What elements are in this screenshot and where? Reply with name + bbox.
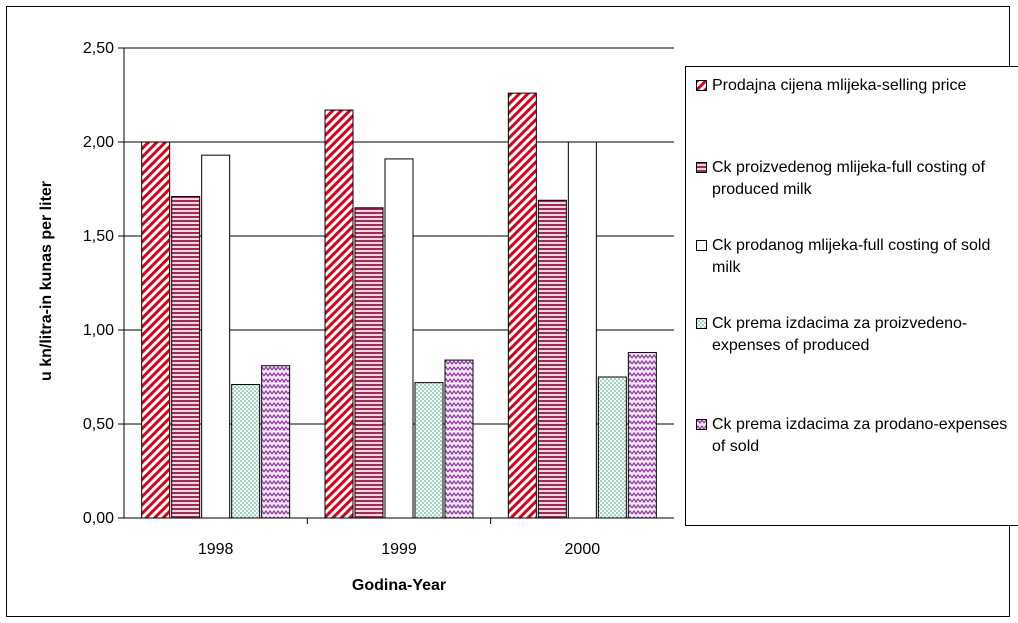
bar-1998-series-4	[231, 384, 261, 519]
axes	[118, 47, 674, 524]
y-tick-label: 1,00	[83, 322, 114, 339]
legend-label: Prodajna cijena mlijeka-selling price	[712, 77, 967, 94]
y-tick-label: 0,50	[83, 416, 114, 433]
tick-labels: 0,00 0,50 1,00 1,50 2,00 2,50 1998 1999 2000	[83, 40, 600, 558]
legend-swatch	[696, 318, 707, 329]
bar-1998-series-5	[261, 365, 291, 519]
legend-entry: Ck prema izdacima za prodano-expenses of…	[696, 414, 1008, 458]
bar-1998-series-1	[141, 141, 171, 519]
y-axis-title: u kn/litra-in kunas per liter	[38, 181, 55, 381]
legend-entry: Ck prodanog mlijeka-full costing of sold…	[696, 235, 1008, 279]
legend-label: Ck prema izdacima za proizvedeno-expense…	[712, 315, 968, 354]
legend-swatch	[696, 162, 707, 173]
bar-1999-series-4	[414, 382, 444, 519]
legend-entry: Ck proizvedenog mlijeka-full costing of …	[696, 157, 1008, 201]
bar-2000-series-5	[627, 352, 657, 519]
bar-1998-series-3	[201, 154, 231, 519]
legend: Prodajna cijena mlijeka-selling price Ck…	[685, 66, 1018, 526]
legend-entry: Prodajna cijena mlijeka-selling price	[696, 75, 1008, 97]
y-tick-label: 1,50	[83, 228, 114, 245]
legend-label: Ck proizvedenog mlijeka-full costing of …	[712, 159, 986, 198]
legend-swatch	[696, 240, 707, 251]
x-axis-title: Godina-Year	[352, 577, 446, 594]
bar-2000-series-4	[597, 376, 627, 519]
bars	[141, 92, 657, 519]
bar-2000-series-1	[507, 92, 537, 519]
x-tick-label: 1998	[198, 541, 234, 558]
legend-label: Ck prodanog mlijeka-full costing of sold…	[712, 237, 991, 276]
y-tick-label: 2,50	[83, 40, 114, 57]
y-tick-label: 2,00	[83, 134, 114, 151]
bar-2000-series-2	[537, 199, 567, 519]
bar-1999-series-3	[384, 158, 414, 519]
bar-1999-series-5	[444, 359, 474, 519]
legend-swatch	[696, 80, 707, 91]
x-tick-label: 1999	[381, 541, 417, 558]
legend-entry: Ck prema izdacima za proizvedeno-expense…	[696, 313, 1008, 357]
legend-swatch	[696, 419, 707, 430]
bar-1999-series-1	[324, 109, 354, 519]
x-tick-label: 2000	[565, 541, 601, 558]
y-tick-label: 0,00	[83, 510, 114, 527]
bar-2000-series-3	[567, 141, 597, 519]
legend-label: Ck prema izdacima za prodano-expenses of…	[712, 416, 1008, 455]
bar-1999-series-2	[354, 207, 384, 519]
bar-1998-series-2	[171, 196, 201, 519]
